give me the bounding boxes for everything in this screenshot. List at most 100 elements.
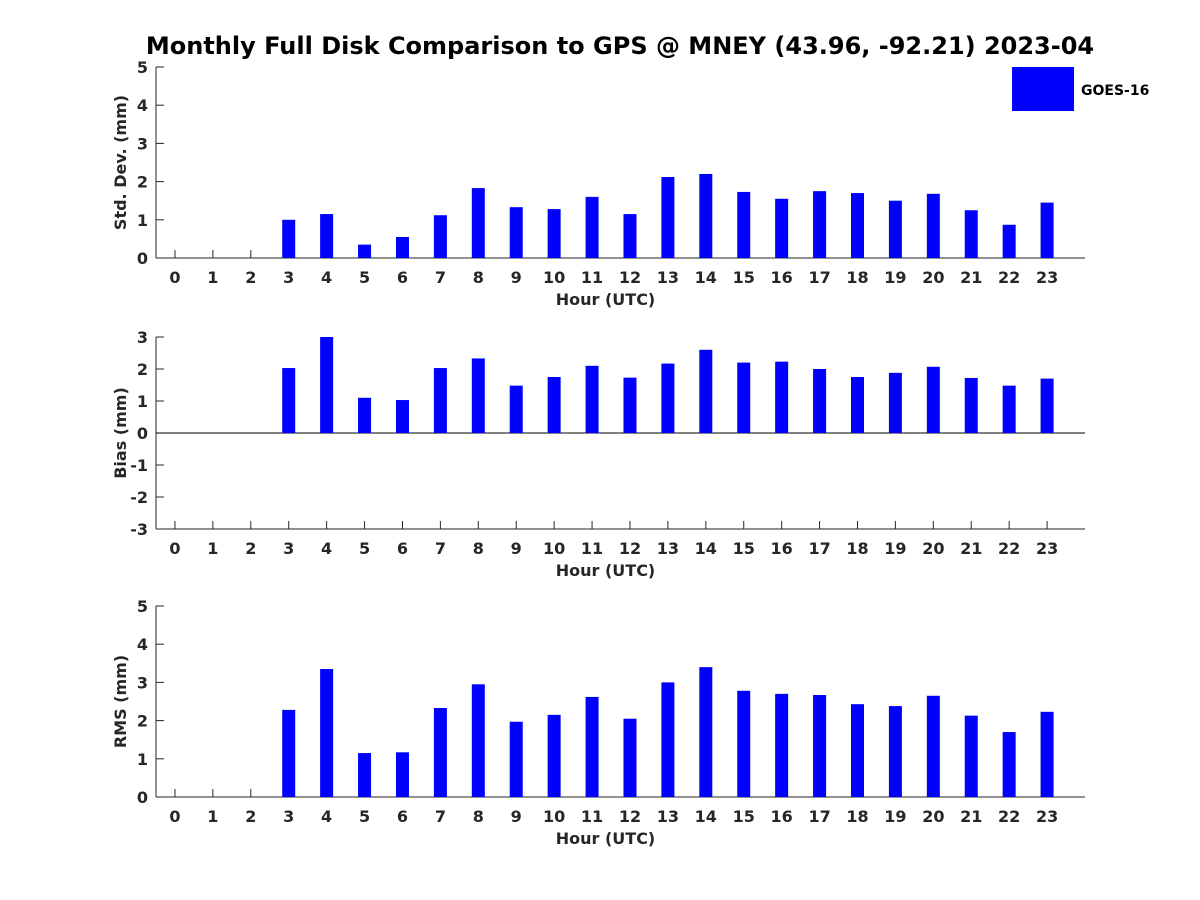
bar-hour-21 (964, 715, 978, 797)
bar-hour-20 (926, 695, 940, 797)
y-tick-label: 3 (137, 673, 148, 692)
x-tick-label: 16 (771, 807, 793, 826)
x-tick-label: 12 (619, 539, 641, 558)
bar-hour-11 (585, 365, 599, 433)
x-tick-label: 9 (511, 539, 522, 558)
x-tick-label: 2 (245, 539, 256, 558)
legend-swatch (1012, 67, 1074, 111)
bar-hour-18 (850, 377, 864, 433)
legend-label: GOES-16 (1081, 83, 1149, 99)
bar-hour-23 (1040, 202, 1054, 258)
x-tick-label: 11 (581, 807, 603, 826)
x-tick-label: 2 (245, 268, 256, 287)
x-tick-label: 1 (207, 807, 218, 826)
y-tick-label: 5 (137, 597, 148, 616)
chart-title: Monthly Full Disk Comparison to GPS @ MN… (146, 32, 1094, 60)
bar-hour-15 (737, 690, 751, 797)
bar-hour-21 (964, 377, 978, 433)
y-tick-label: 1 (137, 392, 148, 411)
x-tick-label: 19 (884, 807, 906, 826)
x-tick-label: 12 (619, 807, 641, 826)
bar-hour-19 (888, 706, 902, 797)
bar-hour-6 (395, 236, 409, 258)
bar-hour-11 (585, 196, 599, 258)
x-tick-label: 5 (359, 268, 370, 287)
x-tick-label: 19 (884, 539, 906, 558)
bar-hour-14 (699, 173, 713, 258)
bar-hour-16 (775, 198, 789, 258)
x-tick-label: 2 (245, 807, 256, 826)
x-tick-label: 23 (1036, 539, 1058, 558)
bar-hour-17 (813, 369, 827, 433)
bar-hour-3 (282, 368, 296, 433)
x-tick-label: 22 (998, 268, 1020, 287)
bar-hour-6 (395, 752, 409, 797)
x-tick-label: 0 (169, 807, 180, 826)
x-tick-label: 16 (771, 539, 793, 558)
bar-hour-7 (433, 368, 447, 433)
bar-hour-7 (433, 707, 447, 797)
y-tick-label: 1 (137, 750, 148, 769)
x-tick-label: 20 (922, 807, 944, 826)
y-axis-label: RMS (mm) (111, 655, 130, 748)
y-tick-label: 2 (137, 173, 148, 192)
bar-hour-12 (623, 214, 637, 258)
x-tick-label: 9 (511, 268, 522, 287)
x-tick-label: 18 (846, 807, 868, 826)
x-tick-label: 11 (581, 268, 603, 287)
bar-hour-12 (623, 718, 637, 797)
x-tick-label: 8 (473, 539, 484, 558)
x-tick-label: 10 (543, 539, 565, 558)
bar-hour-15 (737, 362, 751, 433)
x-tick-label: 17 (808, 268, 830, 287)
x-tick-label: 14 (695, 539, 717, 558)
x-tick-label: 15 (733, 539, 755, 558)
bar-hour-7 (433, 215, 447, 258)
bar-hour-10 (547, 714, 561, 797)
bar-hour-8 (471, 684, 485, 797)
x-tick-label: 17 (808, 539, 830, 558)
x-tick-label: 13 (657, 807, 679, 826)
bar-hour-11 (585, 696, 599, 797)
bar-hour-17 (813, 191, 827, 258)
y-tick-label: 0 (137, 424, 148, 443)
bar-hour-23 (1040, 378, 1054, 433)
x-tick-label: 1 (207, 268, 218, 287)
x-tick-label: 23 (1036, 268, 1058, 287)
bar-hour-6 (395, 400, 409, 433)
bar-hour-23 (1040, 711, 1054, 797)
x-tick-label: 8 (473, 268, 484, 287)
x-tick-label: 14 (695, 807, 717, 826)
y-tick-label: 0 (137, 788, 148, 807)
x-tick-label: 21 (960, 539, 982, 558)
y-tick-label: 4 (137, 96, 148, 115)
x-tick-label: 0 (169, 539, 180, 558)
x-axis-label: Hour (UTC) (556, 290, 656, 309)
x-axis-label: Hour (UTC) (556, 561, 656, 580)
x-tick-label: 3 (283, 268, 294, 287)
x-tick-label: 15 (733, 268, 755, 287)
bar-hour-16 (775, 693, 789, 797)
x-tick-label: 10 (543, 807, 565, 826)
x-tick-label: 9 (511, 807, 522, 826)
bar-hour-10 (547, 377, 561, 433)
bar-hour-10 (547, 209, 561, 258)
y-tick-label: 0 (137, 249, 148, 268)
bar-hour-13 (661, 682, 675, 797)
y-tick-label: 2 (137, 712, 148, 731)
x-tick-label: 0 (169, 268, 180, 287)
y-tick-label: -3 (130, 520, 148, 539)
x-tick-label: 17 (808, 807, 830, 826)
x-tick-label: 1 (207, 539, 218, 558)
bar-hour-4 (320, 337, 334, 433)
x-tick-label: 21 (960, 268, 982, 287)
bar-hour-14 (699, 667, 713, 797)
y-tick-label: 3 (137, 134, 148, 153)
x-tick-label: 5 (359, 807, 370, 826)
x-tick-label: 4 (321, 807, 332, 826)
bar-hour-18 (850, 193, 864, 258)
x-tick-label: 5 (359, 539, 370, 558)
bar-hour-22 (1002, 385, 1016, 433)
